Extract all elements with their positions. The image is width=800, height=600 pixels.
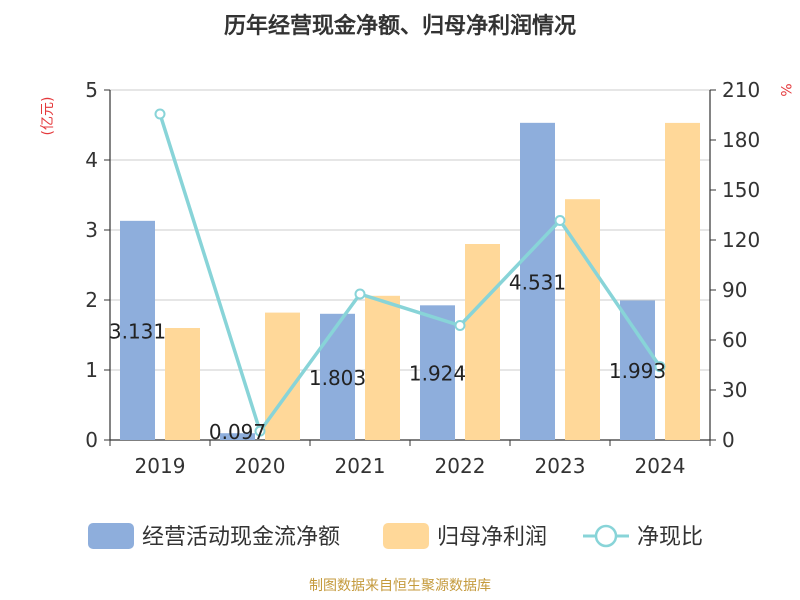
bar-0-0 xyxy=(120,220,155,440)
ratio-point-1 xyxy=(254,425,266,437)
bar-0-4 xyxy=(520,122,555,440)
bar-1-1 xyxy=(265,312,300,440)
ratio-point-0 xyxy=(154,108,166,120)
x-tick-label-2: 2021 xyxy=(335,454,386,478)
bar-value-label-4: 4.531 xyxy=(509,270,566,294)
bar-1-0 xyxy=(165,328,200,440)
chart-title: 历年经营现金净额、归母净利润情况 xyxy=(224,13,576,39)
legend-label-2: 净现比 xyxy=(637,525,703,550)
bar-value-label-5: 1.993 xyxy=(609,359,666,383)
axes: 0 1 2 3 4 5 0 30 60 90 120 150 180 210 2019 2020 2021 202… xyxy=(85,78,760,478)
data-labels: 3.131 0.097 1.803 1.924 4.531 1.993 xyxy=(109,270,666,444)
y-right-tick-label-2: 60 xyxy=(722,328,747,352)
legend-swatch-0 xyxy=(88,523,134,549)
ratio-point-3 xyxy=(454,320,466,331)
bar-value-label-3: 1.924 xyxy=(409,362,466,386)
y-right-tick-label-1: 30 xyxy=(722,378,747,402)
x-tick-label-1: 2020 xyxy=(235,454,286,478)
bar-1-2 xyxy=(365,295,400,440)
y-right-tick-label-0: 0 xyxy=(722,428,735,452)
y-left-tick-label-1: 1 xyxy=(85,358,98,382)
bar-value-label-0: 3.131 xyxy=(109,319,166,343)
legend-label-1: 归母净利润 xyxy=(437,525,547,550)
ratio-line xyxy=(154,108,666,437)
y-right-tick-label-3: 90 xyxy=(722,278,747,302)
y-right-unit: % xyxy=(777,83,793,96)
y-left-tick-label-2: 2 xyxy=(85,288,98,312)
x-tick-label-4: 2023 xyxy=(535,454,586,478)
legend-label-0: 经营活动现金流净额 xyxy=(142,525,340,550)
bar-0-1 xyxy=(220,433,255,440)
legend-marker-2 xyxy=(594,524,618,548)
bar-0-3 xyxy=(420,305,455,440)
bars xyxy=(120,122,700,441)
legend-swatch-1 xyxy=(383,523,429,549)
x-tick-label-3: 2022 xyxy=(435,454,486,478)
y-left-unit: (亿元) xyxy=(40,97,56,136)
bar-0-2 xyxy=(320,313,355,440)
legend: 经营活动现金流净额 归母净利润 净现比 xyxy=(88,523,703,550)
y-left-tick-label-0: 0 xyxy=(85,428,98,452)
x-tick-label-5: 2024 xyxy=(635,454,686,478)
ratio-line-path xyxy=(158,113,662,435)
bar-0-5 xyxy=(620,300,655,440)
bar-value-label-2: 1.803 xyxy=(309,366,366,390)
y-right-tick-label-4: 120 xyxy=(722,228,760,252)
grid-lines xyxy=(110,89,710,371)
y-left-tick-label-5: 5 xyxy=(85,78,98,102)
bar-1-5 xyxy=(665,122,700,441)
y-right-tick-label-7: 210 xyxy=(722,78,760,102)
ratio-point-4 xyxy=(554,215,566,226)
y-left-tick-label-4: 4 xyxy=(85,148,98,172)
ratio-point-2 xyxy=(354,288,366,300)
bar-1-3 xyxy=(465,244,500,440)
source-note: 制图数据来自恒生聚源数据库 xyxy=(309,578,491,594)
y-left-tick-label-3: 3 xyxy=(85,218,98,242)
ratio-point-5 xyxy=(654,361,666,373)
y-right-tick-label-5: 150 xyxy=(722,178,760,202)
y-right-tick-label-6: 180 xyxy=(722,128,760,152)
bar-value-label-1: 0.097 xyxy=(209,420,266,444)
x-tick-label-0: 2019 xyxy=(135,454,186,478)
